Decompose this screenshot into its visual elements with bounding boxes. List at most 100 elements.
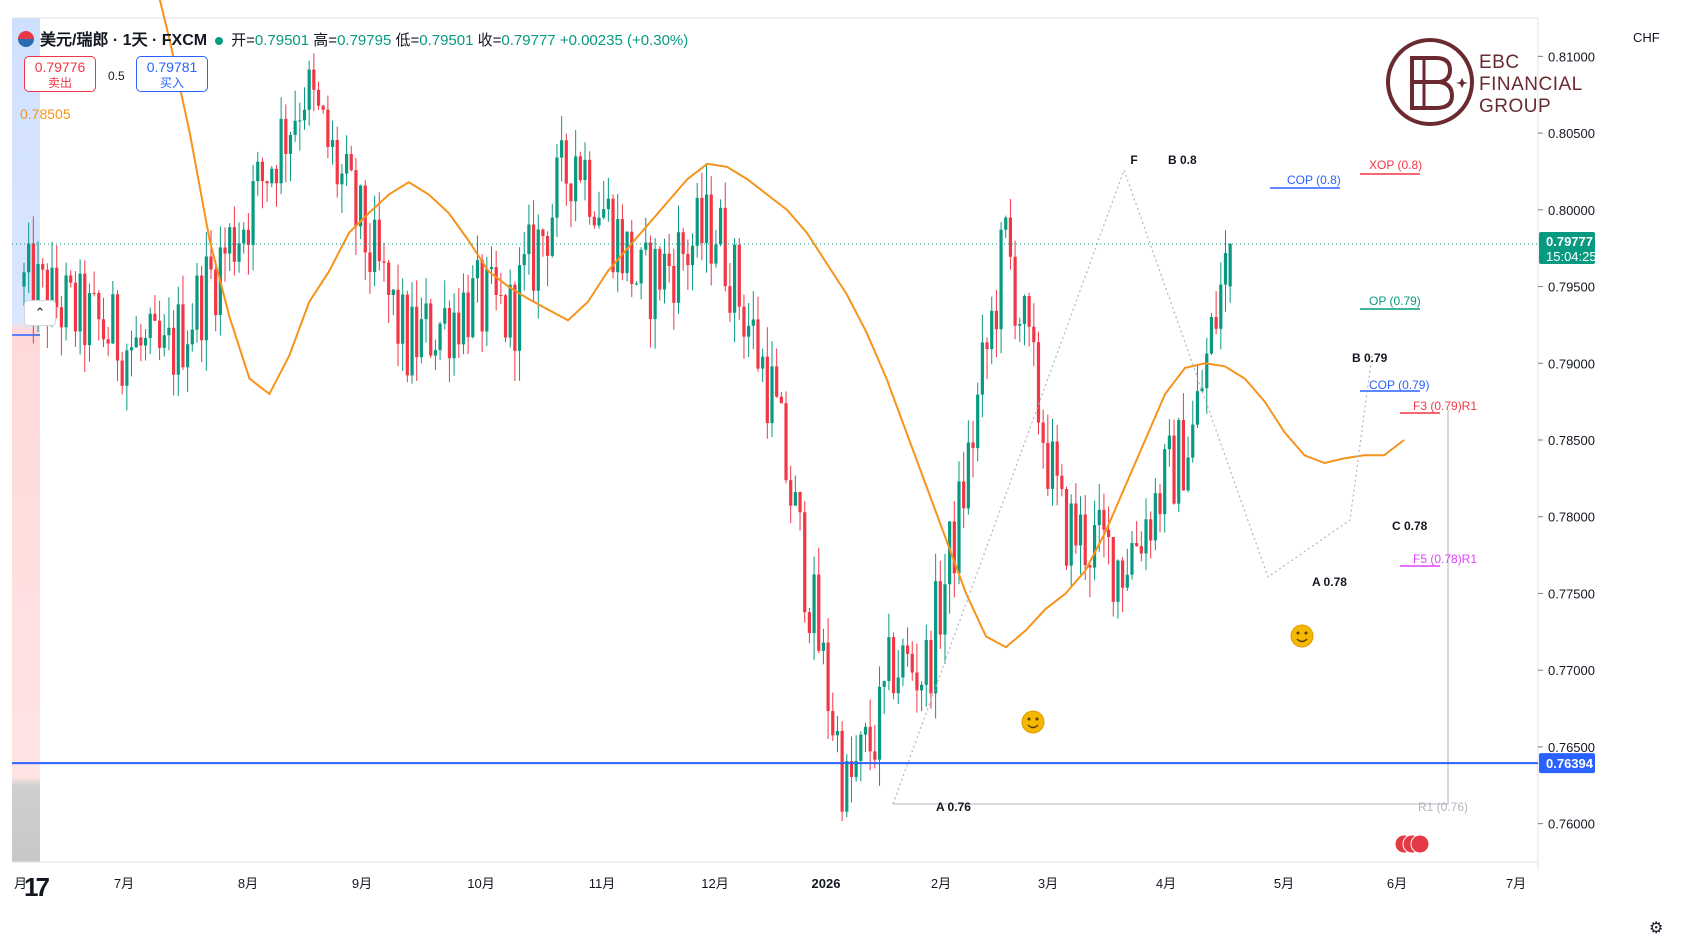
candle-body bbox=[485, 269, 489, 332]
high-value: 0.79795 bbox=[337, 32, 392, 49]
candle-body bbox=[952, 521, 956, 574]
support-price-tag: 0.76394 bbox=[1539, 753, 1595, 774]
last-price-tag-value: 0.79777 bbox=[1546, 234, 1593, 249]
harmonic-label: A 0.78 bbox=[1312, 575, 1347, 589]
candle-body bbox=[915, 672, 919, 691]
candle-body bbox=[447, 308, 452, 359]
candle-body bbox=[97, 292, 101, 320]
candle-body bbox=[990, 310, 994, 350]
candle-body bbox=[1008, 217, 1013, 257]
candle-body bbox=[344, 154, 349, 174]
candle-body bbox=[765, 356, 769, 424]
candle-body bbox=[672, 265, 676, 303]
candle-body bbox=[1116, 560, 1120, 602]
settings-gear-icon[interactable]: ⚙ bbox=[1649, 920, 1664, 937]
candle-body bbox=[541, 229, 545, 237]
candle-body bbox=[1200, 388, 1204, 392]
smiley-eye bbox=[1035, 717, 1039, 721]
candle-body bbox=[36, 264, 40, 322]
candle-body bbox=[279, 118, 283, 184]
candle-body bbox=[560, 140, 564, 158]
x-tick-label: 5月 bbox=[1274, 876, 1294, 891]
spread-value: 0.5 bbox=[108, 69, 125, 83]
candle-body bbox=[634, 283, 639, 285]
candle-body bbox=[1121, 560, 1125, 588]
candle-body bbox=[438, 323, 442, 351]
candle-body bbox=[461, 292, 466, 345]
candle-body bbox=[653, 248, 657, 320]
candle-body bbox=[1186, 457, 1190, 491]
candle-body bbox=[288, 134, 293, 154]
candle-body bbox=[1088, 565, 1092, 568]
candle-body bbox=[681, 232, 685, 254]
candle-body bbox=[602, 209, 606, 218]
smiley-icon bbox=[1021, 710, 1045, 734]
buy-button[interactable]: 0.79781 买入 bbox=[136, 56, 208, 92]
candle-body bbox=[1195, 391, 1200, 425]
candle-body bbox=[704, 194, 709, 244]
collapse-chevron-icon[interactable]: ⌃ bbox=[24, 300, 56, 326]
sell-button[interactable]: 0.79776 卖出 bbox=[24, 56, 96, 92]
candle-body bbox=[630, 231, 634, 285]
harmonic-label: F3 (0.79)R1 bbox=[1413, 399, 1477, 413]
currency-flag-icon bbox=[18, 31, 34, 47]
candle-body bbox=[172, 327, 176, 375]
candle-body bbox=[648, 242, 653, 320]
candle-body bbox=[1078, 514, 1083, 546]
y-tick-label: 0.80000 bbox=[1548, 203, 1595, 218]
candle-body bbox=[747, 325, 751, 337]
candle-body bbox=[1064, 489, 1069, 566]
candle-body bbox=[391, 289, 395, 295]
smiley-mouth bbox=[1027, 724, 1039, 729]
smiley-eye bbox=[1296, 631, 1300, 635]
candle-body bbox=[41, 264, 45, 270]
candle-body bbox=[1102, 509, 1106, 530]
symbol-title[interactable]: 美元/瑞郎 · 1天 · FXCM bbox=[40, 32, 208, 49]
candle-body bbox=[1046, 442, 1050, 489]
candle-body bbox=[662, 253, 667, 290]
x-tick-label: 7月 bbox=[1506, 876, 1526, 891]
candle-body bbox=[700, 197, 704, 244]
candle-body bbox=[999, 229, 1003, 330]
candle-body bbox=[522, 254, 526, 266]
currency-selector[interactable]: CHF bbox=[1633, 30, 1660, 45]
candle-body bbox=[620, 219, 624, 274]
candle-body bbox=[695, 197, 699, 246]
candle-body bbox=[803, 512, 807, 613]
candle-body bbox=[1139, 546, 1143, 554]
harmonic-label: C 0.78 bbox=[1392, 519, 1428, 533]
candle-body bbox=[92, 292, 96, 294]
candle-body bbox=[1041, 422, 1045, 443]
low-value: 0.79501 bbox=[419, 32, 474, 49]
harmonic-label: B 0.79 bbox=[1352, 351, 1388, 365]
tradingview-logo: 17 bbox=[24, 872, 50, 902]
candle-body bbox=[368, 252, 372, 272]
candle-body bbox=[349, 154, 353, 171]
candle-body bbox=[517, 265, 522, 351]
candle-body bbox=[920, 684, 924, 691]
candle-body bbox=[429, 303, 433, 356]
candle-body bbox=[1177, 420, 1181, 504]
candle-body bbox=[1092, 525, 1097, 568]
candle-body bbox=[1153, 493, 1157, 541]
candle-body bbox=[555, 157, 559, 218]
change-value: +0.00235 (+0.30%) bbox=[559, 32, 689, 49]
candle-body bbox=[550, 217, 554, 256]
candle-body bbox=[798, 491, 802, 513]
candle-body bbox=[994, 310, 998, 330]
candle-body bbox=[1004, 217, 1008, 230]
harmonic-label: B 0.8 bbox=[1168, 153, 1197, 167]
candle-body bbox=[22, 272, 26, 287]
candle-body bbox=[143, 337, 148, 346]
candle-body bbox=[821, 642, 826, 651]
candle-body bbox=[503, 295, 508, 338]
candle-body bbox=[934, 581, 938, 694]
candle-body bbox=[831, 711, 835, 736]
candle-body bbox=[242, 229, 246, 244]
candle-body bbox=[452, 312, 456, 359]
candle-body bbox=[1107, 529, 1111, 538]
moving-average-line bbox=[158, 0, 1405, 649]
ma-value: 0.78505 bbox=[20, 106, 71, 122]
